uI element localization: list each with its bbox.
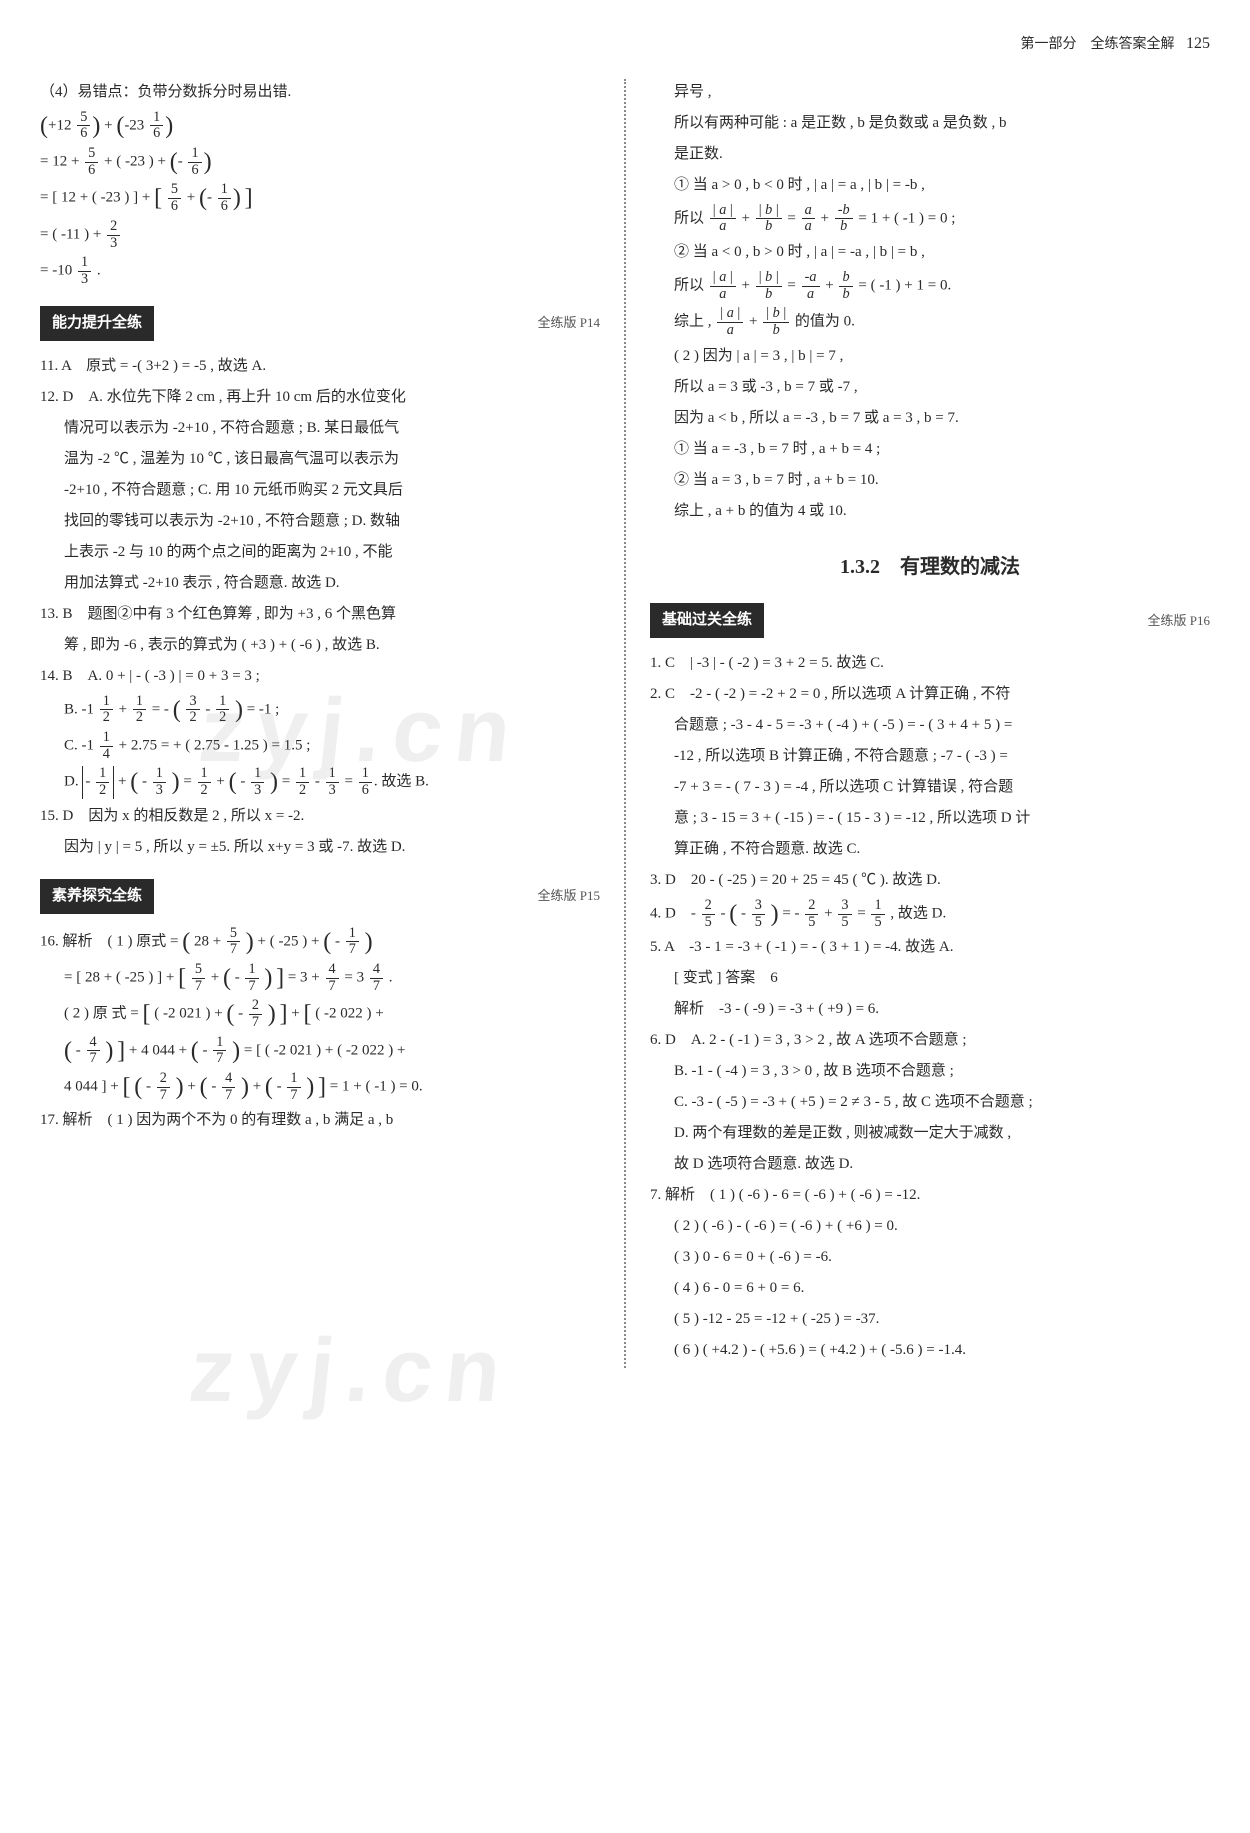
math-line: 所以 | a |a + | b |b = -aa + bb = ( -1 ) +… (650, 270, 1210, 302)
math-line: B. -1 12 + 12 = - ( 32 - 12 ) = -1 ; (40, 694, 600, 726)
math-line: = 12 + 56 + ( -23 ) + (- 16) (40, 146, 600, 178)
text-line: 所以 a = 3 或 -3 , b = 7 或 -7 , (650, 374, 1210, 401)
math-line: ( 2 ) 原 式 = [ ( -2 021 ) + ( - 27 ) ] + … (40, 998, 600, 1030)
column-divider (624, 79, 626, 1368)
text-line: C. -3 - ( -5 ) = -3 + ( +5 ) = 2 ≠ 3 - 5… (650, 1089, 1210, 1116)
text-line: 解析 -3 - ( -9 ) = -3 + ( +9 ) = 6. (650, 996, 1210, 1023)
answer-line: 2. C -2 - ( -2 ) = -2 + 2 = 0 , 所以选项 A 计… (650, 681, 1210, 708)
left-column: （4）易错点：负带分数拆分时易出错. (+12 56) + (-23 16) =… (40, 79, 600, 1368)
answer-line: 6. D A. 2 - ( -1 ) = 3 , 3 > 2 , 故 A 选项不… (650, 1027, 1210, 1054)
answer-line: 7. 解析 ( 1 ) ( -6 ) - 6 = ( -6 ) + ( -6 )… (650, 1182, 1210, 1209)
text-line: 所以有两种可能 : a 是正数 , b 是负数或 a 是负数 , b (650, 110, 1210, 137)
text-line: ② 当 a < 0 , b > 0 时 , | a | = -a , | b |… (650, 239, 1210, 266)
text-line: ( 6 ) ( +4.2 ) - ( +5.6 ) = ( +4.2 ) + (… (650, 1337, 1210, 1364)
answer-line: 3. D 20 - ( -25 ) = 20 + 25 = 45 ( ℃ ). … (650, 867, 1210, 894)
text-line: -7 + 3 = - ( 7 - 3 ) = -4 , 所以选项 C 计算错误 … (650, 774, 1210, 801)
math-line: = [ 28 + ( -25 ) ] + [ 57 + ( - 17 ) ] =… (40, 962, 600, 994)
text-line: ① 当 a = -3 , b = 7 时 , a + b = 4 ; (650, 436, 1210, 463)
text-line: ( 4 ) 6 - 0 = 6 + 0 = 6. (650, 1275, 1210, 1302)
math-line: 4. D - 25 - ( - 35 ) = - 25 + 35 = 15 , … (650, 898, 1210, 930)
text-line: [ 变式 ] 答案 6 (650, 965, 1210, 992)
section-ref: 全练版 P15 (538, 884, 600, 907)
math-line: (+12 56) + (-23 16) (40, 110, 600, 142)
text-line: 是正数. (650, 141, 1210, 168)
text-line: ② 当 a = 3 , b = 7 时 , a + b = 10. (650, 467, 1210, 494)
answer-line: 5. A -3 - 1 = -3 + ( -1 ) = - ( 3 + 1 ) … (650, 934, 1210, 961)
math-line: C. -1 14 + 2.75 = + ( 2.75 - 1.25 ) = 1.… (40, 730, 600, 762)
text-line: ( 2 ) ( -6 ) - ( -6 ) = ( -6 ) + ( +6 ) … (650, 1213, 1210, 1240)
answer-line: 13. B 题图②中有 3 个红色算筹 , 即为 +3 , 6 个黑色算 (40, 601, 600, 628)
section-ref: 全练版 P16 (1148, 609, 1210, 632)
text-line: -2+10 , 不符合题意 ; C. 用 10 元纸币购买 2 元文具后 (40, 477, 600, 504)
text-line: B. -1 - ( -4 ) = 3 , 3 > 0 , 故 B 选项不合题意 … (650, 1058, 1210, 1085)
math-line: ( - 47 ) ] + 4 044 + ( - 17 ) = [ ( -2 0… (40, 1035, 600, 1067)
answer-line: 12. D A. 水位先下降 2 cm , 再上升 10 cm 后的水位变化 (40, 384, 600, 411)
text-line: 温为 -2 ℃ , 温差为 10 ℃ , 该日最高气温可以表示为 (40, 446, 600, 473)
text-line: 因为 | y | = 5 , 所以 y = ±5. 所以 x+y = 3 或 -… (40, 834, 600, 861)
math-line: 综上 , | a |a + | b |b 的值为 0. (650, 306, 1210, 338)
text-line: ( 2 ) 因为 | a | = 3 , | b | = 7 , (650, 343, 1210, 370)
text-line: ( 3 ) 0 - 6 = 0 + ( -6 ) = -6. (650, 1244, 1210, 1271)
answer-line: 11. A 原式 = -( 3+2 ) = -5 , 故选 A. (40, 353, 600, 380)
math-line: = ( -11 ) + 23 (40, 219, 600, 251)
text-line: 算正确 , 不符合题意. 故选 C. (650, 836, 1210, 863)
text-line: 意 ; 3 - 15 = 3 + ( -15 ) = - ( 15 - 3 ) … (650, 805, 1210, 832)
answer-line: 14. B A. 0 + | - ( -3 ) | = 0 + 3 = 3 ; (40, 663, 600, 690)
text-line: ( 5 ) -12 - 25 = -12 + ( -25 ) = -37. (650, 1306, 1210, 1333)
text-line: 情况可以表示为 -2+10 , 不符合题意 ; B. 某日最低气 (40, 415, 600, 442)
text-line: 综上 , a + b 的值为 4 或 10. (650, 498, 1210, 525)
answer-line: 17. 解析 ( 1 ) 因为两个不为 0 的有理数 a , b 满足 a , … (40, 1107, 600, 1134)
page-number: 125 (1186, 35, 1210, 52)
text-line: ① 当 a > 0 , b < 0 时 , | a | = a , | b | … (650, 172, 1210, 199)
answer-line: 16. 解析 ( 1 ) 原式 = ( 28 + 57 ) + ( -25 ) … (40, 926, 600, 958)
chapter-title: 1.3.2 有理数的减法 (650, 549, 1210, 585)
answer-line: 1. C | -3 | - ( -2 ) = 3 + 2 = 5. 故选 C. (650, 650, 1210, 677)
section-heading: 能力提升全练 (40, 306, 154, 341)
text-line: 用加法算式 -2+10 表示 , 符合题意. 故选 D. (40, 570, 600, 597)
text-line: 合题意 ; -3 - 4 - 5 = -3 + ( -4 ) + ( -5 ) … (650, 712, 1210, 739)
right-column: 异号 , 所以有两种可能 : a 是正数 , b 是负数或 a 是负数 , b … (650, 79, 1210, 1368)
text-line: 异号 , (650, 79, 1210, 106)
answer-line: 15. D 因为 x 的相反数是 2 , 所以 x = -2. (40, 803, 600, 830)
math-line: 所以 | a |a + | b |b = aa + -bb = 1 + ( -1… (650, 203, 1210, 235)
text-line: 找回的零钱可以表示为 -2+10 , 不符合题意 ; D. 数轴 (40, 508, 600, 535)
math-line: = [ 12 + ( -23 ) ] + [ 56 + (- 16) ] (40, 182, 600, 214)
section-ref: 全练版 P14 (538, 311, 600, 334)
section-heading: 素养探究全练 (40, 879, 154, 914)
text-line: -12 , 所以选项 B 计算正确 , 不符合题意 ; -7 - ( -3 ) … (650, 743, 1210, 770)
math-line: = -10 13 . (40, 255, 600, 287)
math-line: D. - 12 + ( - 13 ) = 12 + ( - 13 ) = 12 … (40, 766, 600, 798)
math-line: 4 044 ] + [ ( - 27 ) + ( - 47 ) + ( - 17… (40, 1071, 600, 1103)
text-line: 因为 a < b , 所以 a = -3 , b = 7 或 a = 3 , b… (650, 405, 1210, 432)
page-header: 第一部分 全练答案全解 125 (40, 30, 1210, 59)
header-part: 第一部分 全练答案全解 (1021, 37, 1175, 52)
section-heading: 基础过关全练 (650, 603, 764, 638)
text-line: 上表示 -2 与 10 的两个点之间的距离为 2+10 , 不能 (40, 539, 600, 566)
text-line: （4）易错点：负带分数拆分时易出错. (40, 79, 600, 106)
text-line: 故 D 选项符合题意. 故选 D. (650, 1151, 1210, 1178)
text-line: 筹 , 即为 -6 , 表示的算式为 ( +3 ) + ( -6 ) , 故选 … (40, 632, 600, 659)
text-line: D. 两个有理数的差是正数 , 则被减数一定大于减数 , (650, 1120, 1210, 1147)
